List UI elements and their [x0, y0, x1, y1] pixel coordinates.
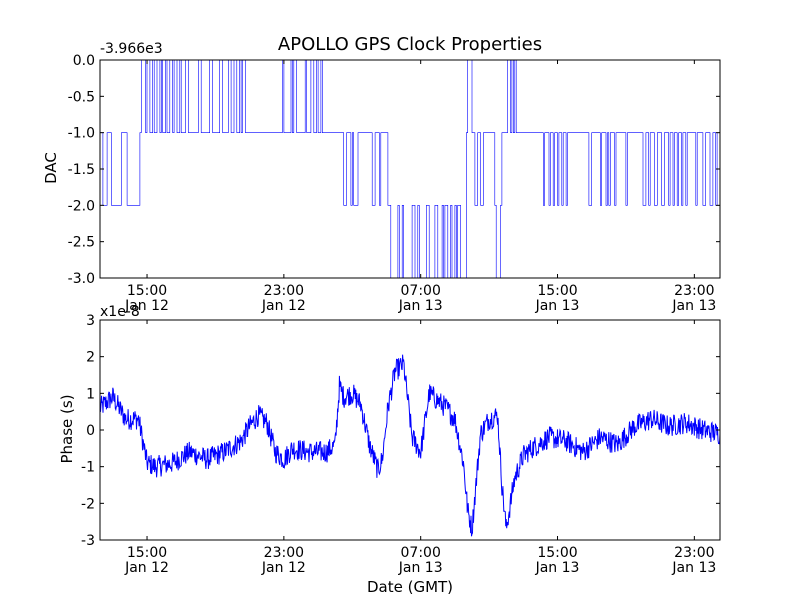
dac-y-tick-label: -1.5: [68, 162, 95, 178]
phase-x-tick-date: Jan 13: [398, 560, 443, 576]
dac-x-tick-date: Jan 13: [671, 298, 716, 314]
dac-x-tick-time: 07:00: [401, 283, 441, 299]
dac-y-tick-label: -2.0: [68, 198, 95, 214]
phase-x-tick-time: 23:00: [674, 545, 714, 561]
x-axis-label: Date (GMT): [367, 578, 453, 596]
dac-x-tick-time: 23:00: [264, 283, 304, 299]
phase-x-tick-date: Jan 12: [261, 560, 306, 576]
dac-x-tick-date: Jan 12: [261, 298, 306, 314]
dac-x-tick-date: Jan 12: [124, 298, 169, 314]
phase-x-tick-time: 15:00: [127, 545, 167, 561]
phase-y-tick-label: 3: [86, 313, 95, 329]
phase-x-tick-date: Jan 12: [124, 560, 169, 576]
dac-x-tick-time: 15:00: [127, 283, 167, 299]
phase-series-line: [100, 354, 720, 537]
phase-y-tick-label: -2: [81, 496, 95, 512]
phase-y-tick-label: 0: [86, 423, 95, 439]
chart-title: APOLLO GPS Clock Properties: [278, 34, 542, 55]
dac-y-tick-label: -1.0: [68, 126, 95, 142]
phase-x-tick-time: 23:00: [264, 545, 304, 561]
dac-y-tick-label: -2.5: [68, 235, 95, 251]
phase-y-tick-label: 1: [86, 386, 95, 402]
dac-axis-label: DAC: [42, 152, 60, 184]
dac-y-tick-label: -3.0: [68, 271, 95, 287]
phase-x-tick-date: Jan 13: [671, 560, 716, 576]
dac-y-tick-label: 0.0: [73, 53, 95, 69]
dac-x-tick-date: Jan 13: [398, 298, 443, 314]
dac-series-line: [100, 60, 720, 278]
dac-y-tick-label: -0.5: [68, 89, 95, 105]
dac-x-tick-date: Jan 13: [535, 298, 580, 314]
dac-x-tick-time: 23:00: [674, 283, 714, 299]
phase-axis-label: Phase (s): [58, 394, 76, 463]
phase-y-tick-label: 2: [86, 350, 95, 366]
dac-panel: -3.966e3 DAC 0.0 -0.5 -1.0 -1.5 -2.0 -2.5 -3.0…: [42, 41, 721, 314]
phase-x-tick-date: Jan 13: [535, 560, 580, 576]
phase-x-tick-time: 15:00: [537, 545, 577, 561]
dac-x-tick-time: 15:00: [537, 283, 577, 299]
phase-x-tick-time: 07:00: [401, 545, 441, 561]
phase-y-tick-label: -1: [81, 460, 95, 476]
phase-y-tick-label: -3: [81, 533, 95, 549]
phase-offset-text: x1e-8: [100, 304, 140, 320]
dac-offset-text: -3.966e3: [100, 41, 163, 57]
